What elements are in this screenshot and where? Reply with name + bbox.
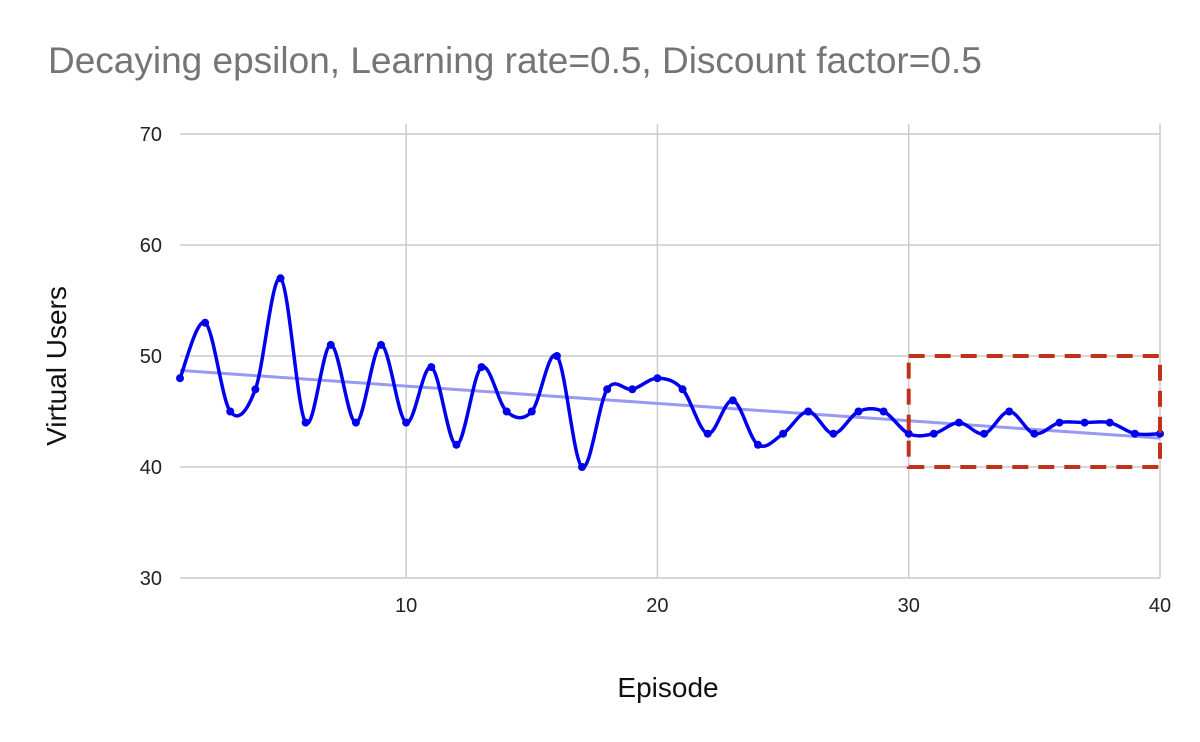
data-point (452, 440, 461, 449)
y-tick-label: 50 (140, 346, 162, 368)
series-layer (176, 274, 1164, 471)
data-point (377, 340, 386, 349)
data-point (477, 363, 486, 372)
data-point (954, 418, 963, 427)
x-tick-label: 10 (395, 595, 417, 617)
data-point (779, 429, 788, 438)
data-point (1080, 418, 1089, 427)
y-tick-label: 30 (140, 568, 162, 590)
x-tick-label: 40 (1149, 595, 1171, 617)
data-point (527, 407, 536, 416)
series-line (178, 276, 1161, 469)
data-point (176, 374, 184, 383)
data-point (301, 418, 310, 427)
x-axis-title: Episode (617, 672, 718, 703)
y-tick-label: 40 (140, 457, 162, 479)
data-point (552, 352, 561, 360)
data-point (929, 429, 938, 438)
data-point (653, 374, 662, 383)
data-point (402, 418, 411, 427)
data-point (829, 429, 838, 438)
data-point (351, 418, 360, 427)
y-axis-title: Virtual Users (41, 286, 72, 446)
data-point (427, 363, 436, 372)
data-point (1130, 429, 1139, 438)
data-point (603, 385, 612, 394)
data-point (904, 429, 913, 438)
data-point (251, 385, 260, 394)
highlight-box (906, 354, 1163, 469)
chart-title: Decaying epsilon, Learning rate=0.5, Dis… (48, 40, 982, 81)
data-point (326, 340, 335, 349)
data-point (1005, 407, 1014, 416)
data-point (804, 407, 813, 416)
data-point (1030, 429, 1039, 438)
data-point (854, 407, 863, 416)
data-point (678, 385, 687, 394)
data-point (1055, 418, 1064, 427)
data-point (1105, 418, 1114, 427)
data-point (980, 429, 989, 438)
x-tick-label: 20 (646, 595, 668, 617)
data-point (728, 396, 737, 405)
data-point (226, 407, 235, 416)
x-tick-label: 30 (898, 595, 920, 617)
data-point (753, 440, 762, 449)
y-tick-label: 60 (140, 235, 162, 257)
data-point (201, 318, 210, 327)
data-point (578, 463, 587, 471)
y-tick-label: 70 (140, 124, 162, 146)
tick-labels: 30 40 50 60 70 10 20 30 40 (140, 124, 1171, 617)
data-point (879, 407, 888, 416)
data-point (502, 407, 511, 416)
data-point (703, 429, 712, 438)
data-point (628, 385, 637, 394)
data-point (276, 274, 285, 283)
highlight-layer (906, 354, 1163, 469)
gridlines (180, 124, 1161, 579)
